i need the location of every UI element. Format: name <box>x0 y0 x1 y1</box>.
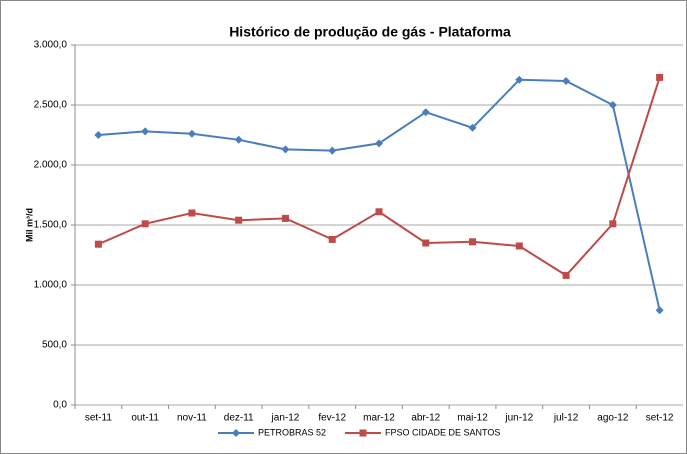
data-point <box>235 216 243 224</box>
data-point <box>281 214 289 222</box>
data-point <box>375 139 383 148</box>
data-point <box>421 108 430 117</box>
x-tick-label: jul-12 <box>553 413 579 424</box>
data-point <box>609 220 617 228</box>
data-point <box>234 135 243 144</box>
data-point <box>375 208 383 216</box>
data-point <box>469 238 477 246</box>
x-tick-label: dez-11 <box>224 413 254 424</box>
x-tick-label: ago-12 <box>597 413 629 424</box>
data-point <box>94 240 102 248</box>
data-point <box>656 73 664 81</box>
y-axis-title: Mil m³/d <box>24 208 34 242</box>
y-tick-label: 0,0 <box>53 400 67 411</box>
legend-marker <box>232 429 240 437</box>
data-point <box>328 146 337 155</box>
y-tick-label: 1.500,0 <box>34 220 68 231</box>
x-tick-label: jun-12 <box>504 413 533 424</box>
chart-title: Histórico de produção de gás - Plataform… <box>229 24 511 40</box>
data-point <box>562 77 571 85</box>
x-tick-label: abr-12 <box>411 413 440 424</box>
data-point <box>422 239 430 247</box>
data-point <box>608 101 617 109</box>
data-point <box>141 220 149 228</box>
x-tick-label: set-12 <box>646 413 674 424</box>
data-point <box>187 129 196 138</box>
data-point <box>655 306 664 315</box>
legend-label: PETROBRAS 52 <box>258 427 326 437</box>
x-tick-label: set-11 <box>85 413 112 424</box>
data-point <box>94 131 103 139</box>
x-tick-label: fev-12 <box>318 413 346 424</box>
y-tick-label: 1.000,0 <box>34 280 68 291</box>
x-tick-label: jan-12 <box>271 413 300 424</box>
y-tick-label: 2.000,0 <box>34 160 68 171</box>
x-tick-label: mar-12 <box>363 413 395 424</box>
data-point <box>188 209 196 217</box>
x-tick-label: out-11 <box>131 413 159 424</box>
x-tick-label: mai-12 <box>457 413 488 424</box>
data-point <box>562 271 570 279</box>
data-point <box>281 145 290 154</box>
data-point <box>515 75 524 84</box>
x-tick-label: nov-11 <box>177 413 207 424</box>
data-point <box>515 242 523 250</box>
legend-marker <box>359 429 367 437</box>
y-tick-label: 500,0 <box>42 340 67 351</box>
data-point <box>468 123 477 132</box>
data-point <box>141 127 150 136</box>
y-tick-label: 3.000,0 <box>34 40 68 51</box>
y-tick-label: 2.500,0 <box>34 100 68 111</box>
legend-label: FPSO CIDADE DE SANTOS <box>385 427 500 437</box>
data-point <box>328 235 336 243</box>
